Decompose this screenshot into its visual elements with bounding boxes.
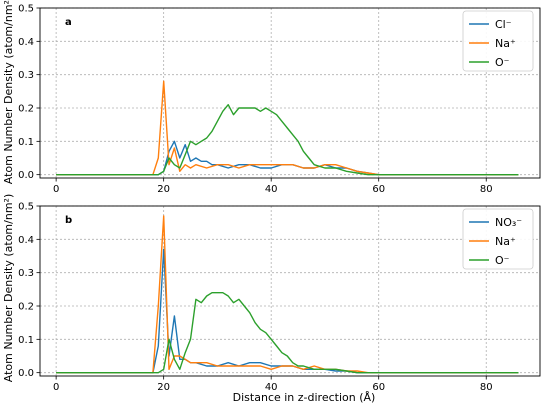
panel-label: a bbox=[65, 17, 72, 28]
y-axis-label-b: Atom Number Density (atom/nm²) bbox=[2, 194, 15, 382]
legend-label: Cl⁻ bbox=[495, 18, 512, 31]
legend-label: O⁻ bbox=[495, 254, 510, 267]
y-axis-label-a: Atom Number Density (atom/nm²) bbox=[2, 0, 15, 184]
series-line-2 bbox=[56, 103, 519, 176]
legend-label: Na⁺ bbox=[495, 37, 516, 50]
x-tick-label: 20 bbox=[157, 382, 170, 393]
y-tick-label: 0.2 bbox=[18, 302, 34, 313]
x-axis-label: Distance in z-direction (Å) bbox=[233, 391, 376, 404]
series-line-1 bbox=[56, 80, 519, 176]
panel-a: 0 20 40 60 80 0.0 0.1 0.2 0.3 0.4 0.5 a Cl⁻ Na⁺ O⁻ bbox=[18, 4, 541, 195]
x-tick-label: 20 bbox=[157, 184, 170, 195]
x-tick-label: 0 bbox=[53, 382, 59, 393]
x-tick-label: 60 bbox=[372, 184, 385, 195]
y-tick-label: 0.5 bbox=[18, 202, 34, 213]
y-tick-label: 0.1 bbox=[18, 137, 34, 148]
y-tick-label: 0.1 bbox=[18, 335, 34, 346]
legend-box bbox=[462, 208, 534, 270]
y-tick-label: 0.4 bbox=[18, 235, 34, 246]
y-tick-label: 0.0 bbox=[18, 368, 34, 379]
x-tick-label: 0 bbox=[53, 184, 59, 195]
y-tick-label: 0.2 bbox=[18, 104, 34, 115]
legend-label: O⁻ bbox=[495, 56, 510, 69]
x-tick-label: 40 bbox=[265, 184, 278, 195]
axes-frame bbox=[39, 7, 541, 179]
y-tick-label: 0.5 bbox=[18, 4, 34, 15]
series-line-2 bbox=[56, 292, 519, 374]
panel-b: 0 20 40 60 80 0.0 0.1 0.2 0.3 0.4 0.5 b NO₃⁻ Na⁺ O⁻ bbox=[18, 202, 541, 393]
x-tick-label: 80 bbox=[480, 184, 493, 195]
x-tick-label: 60 bbox=[372, 382, 385, 393]
y-tick-label: 0.0 bbox=[18, 170, 34, 181]
legend-label: Na⁺ bbox=[495, 235, 516, 248]
legend-label: NO₃⁻ bbox=[495, 216, 522, 229]
axes-frame bbox=[39, 205, 541, 377]
panel-label: b bbox=[65, 215, 72, 226]
x-tick-label: 80 bbox=[480, 382, 493, 393]
y-tick-label: 0.3 bbox=[18, 70, 34, 81]
y-tick-label: 0.4 bbox=[18, 37, 34, 48]
x-tick-label: 40 bbox=[265, 382, 278, 393]
legend-box bbox=[462, 10, 534, 72]
y-tick-label: 0.3 bbox=[18, 268, 34, 279]
series-line-0 bbox=[56, 248, 519, 374]
series-line-0 bbox=[56, 140, 519, 176]
